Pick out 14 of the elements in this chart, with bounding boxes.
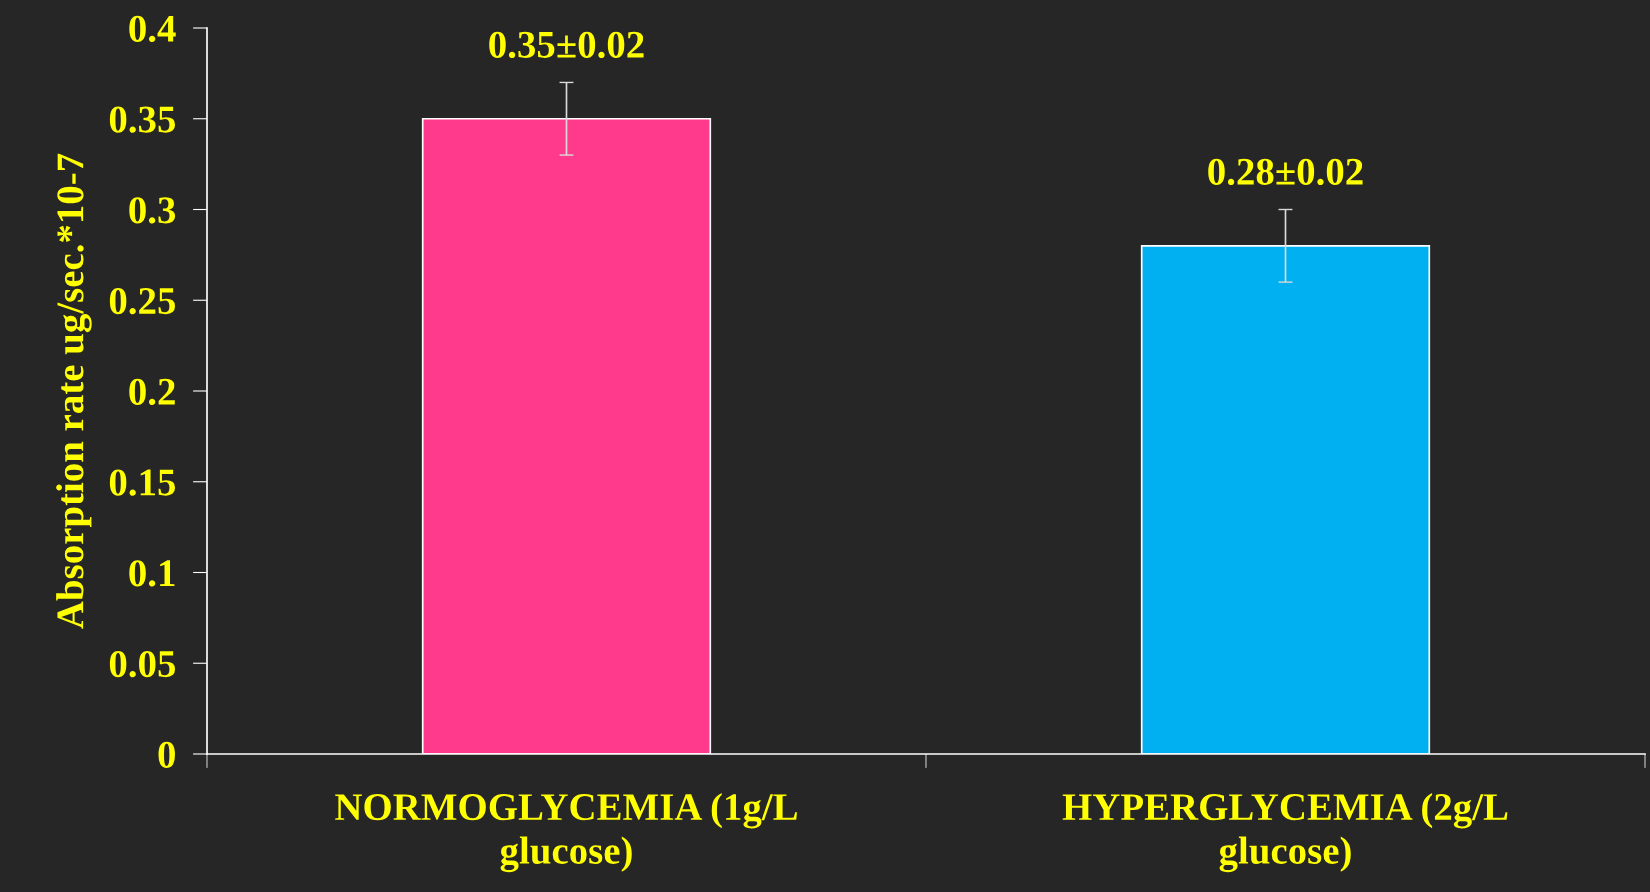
y-tick-label: 0.25	[109, 287, 176, 315]
x-tick-label: HYPERGLYCEMIA (2g/L glucose)	[1062, 792, 1508, 873]
x-tick-label: NORMOGLYCEMIA (1g/L glucose)	[335, 792, 797, 873]
data-label: 0.28±0.02	[1208, 158, 1363, 186]
y-tick-label: 0.15	[109, 469, 176, 496]
y-tick-label: 0.3	[129, 197, 176, 224]
y-tick-label: 0.05	[109, 650, 176, 678]
y-tick-label: 0.4	[129, 15, 176, 43]
y-tick-label: 0	[158, 741, 175, 768]
y-axis-title: Absorption rate ug/sec.*10-7	[56, 153, 92, 629]
y-tick-label: 0.2	[129, 378, 175, 406]
y-tick-label: 0.35	[109, 106, 176, 133]
y-tick-label: 0.1	[129, 560, 175, 587]
data-label: 0.35±0.02	[489, 31, 644, 59]
